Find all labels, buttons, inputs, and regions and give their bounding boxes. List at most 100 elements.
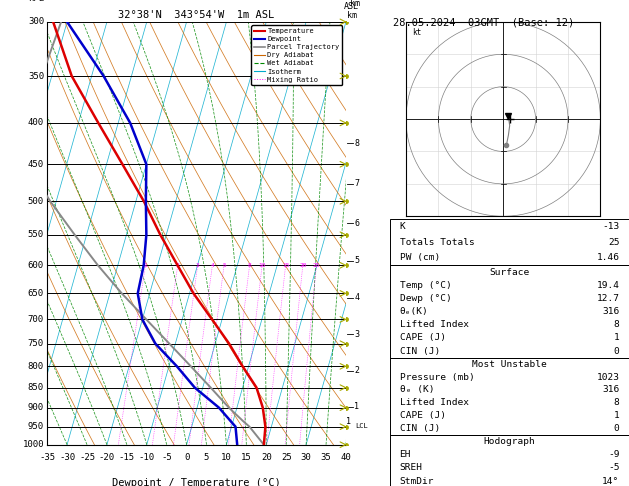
Text: -10: -10 [139,453,155,463]
Text: Most Unstable: Most Unstable [472,360,547,369]
Text: 3: 3 [196,263,199,268]
Text: 4: 4 [355,293,359,302]
Text: km: km [347,11,357,20]
Text: 700: 700 [28,315,44,324]
Text: 350: 350 [28,71,44,81]
Text: 1000: 1000 [23,440,44,449]
Text: -20: -20 [99,453,115,463]
Text: 20: 20 [261,453,272,463]
Legend: Temperature, Dewpoint, Parcel Trajectory, Dry Adiabat, Wet Adiabat, Isotherm, Mi: Temperature, Dewpoint, Parcel Trajectory… [252,25,342,86]
Text: Lifted Index: Lifted Index [399,399,469,407]
Text: 1: 1 [614,333,620,343]
Text: 650: 650 [28,289,44,298]
Text: 8: 8 [355,139,359,148]
Text: 900: 900 [28,403,44,412]
Text: 14°: 14° [602,477,620,486]
Text: -5: -5 [161,453,172,463]
Text: 750: 750 [28,339,44,348]
Text: 5: 5 [355,256,359,265]
Text: ASL: ASL [344,2,359,11]
Text: 25: 25 [608,238,620,246]
Text: Pressure (mb): Pressure (mb) [399,373,474,382]
Text: Temp (°C): Temp (°C) [399,281,451,290]
Text: 4: 4 [211,263,214,268]
Text: 8: 8 [614,399,620,407]
Text: Surface: Surface [489,268,530,277]
Text: K: K [399,222,405,231]
Text: θₑ(K): θₑ(K) [399,307,428,316]
Text: 25: 25 [281,453,292,463]
Text: CIN (J): CIN (J) [399,424,440,433]
Text: 8: 8 [614,320,620,329]
Text: 10: 10 [221,453,232,463]
Text: -35: -35 [39,453,55,463]
Text: 0: 0 [614,347,620,356]
Text: 28.05.2024  03GMT  (Base: 12): 28.05.2024 03GMT (Base: 12) [393,17,574,27]
Text: LCL: LCL [355,423,368,429]
Text: hPa: hPa [28,0,44,2]
Text: 316: 316 [602,307,620,316]
Text: 10: 10 [259,263,266,268]
Text: -15: -15 [119,453,135,463]
Text: 5: 5 [222,263,226,268]
Text: CAPE (J): CAPE (J) [399,411,445,420]
Text: PW (cm): PW (cm) [399,253,440,262]
Text: 0: 0 [614,424,620,433]
Text: -30: -30 [59,453,75,463]
Text: 1023: 1023 [596,373,620,382]
Text: CIN (J): CIN (J) [399,347,440,356]
Text: 20: 20 [299,263,306,268]
Text: Dewp (°C): Dewp (°C) [399,294,451,303]
Text: 300: 300 [28,17,44,26]
Text: 950: 950 [28,422,44,431]
Text: 7: 7 [355,179,359,189]
Text: -25: -25 [79,453,95,463]
Text: -5: -5 [608,464,620,472]
Text: StmDir: StmDir [399,477,434,486]
Text: θₑ (K): θₑ (K) [399,385,434,395]
Text: 1: 1 [143,263,147,268]
Text: -13: -13 [602,222,620,231]
Text: 25: 25 [313,263,320,268]
Text: 316: 316 [602,385,620,395]
Text: 35: 35 [321,453,331,463]
Text: 8: 8 [248,263,252,268]
Text: km: km [350,0,360,8]
Text: SREH: SREH [399,464,423,472]
Text: 0: 0 [184,453,189,463]
Text: 450: 450 [28,160,44,169]
Text: 850: 850 [28,383,44,392]
Text: Hodograph: Hodograph [484,437,535,446]
Text: kt: kt [413,28,421,37]
Text: 12.7: 12.7 [596,294,620,303]
Text: 600: 600 [28,261,44,270]
Text: 1: 1 [614,411,620,420]
Bar [390,435,629,486]
Text: Lifted Index: Lifted Index [399,320,469,329]
Text: 32°38'N  343°54'W  1m ASL: 32°38'N 343°54'W 1m ASL [118,10,275,20]
Text: 6: 6 [355,219,359,227]
Text: CAPE (J): CAPE (J) [399,333,445,343]
Text: 2: 2 [176,263,180,268]
Text: 1: 1 [346,417,351,426]
Text: 30: 30 [301,453,311,463]
Bar [390,358,629,435]
Text: 15: 15 [282,263,289,268]
Text: Totals Totals: Totals Totals [399,238,474,246]
Text: EH: EH [399,451,411,459]
Text: 15: 15 [241,453,252,463]
Text: 19.4: 19.4 [596,281,620,290]
Text: 500: 500 [28,197,44,206]
Bar [390,265,629,358]
Text: 400: 400 [28,119,44,127]
Text: 3: 3 [355,330,359,339]
Text: 1.46: 1.46 [596,253,620,262]
Text: -9: -9 [608,451,620,459]
Text: Dewpoint / Temperature (°C): Dewpoint / Temperature (°C) [112,478,281,486]
Text: 5: 5 [204,453,209,463]
Text: 800: 800 [28,362,44,371]
Bar [390,219,629,265]
Text: 40: 40 [340,453,352,463]
Text: 1: 1 [355,402,359,412]
Text: 2: 2 [355,366,359,375]
